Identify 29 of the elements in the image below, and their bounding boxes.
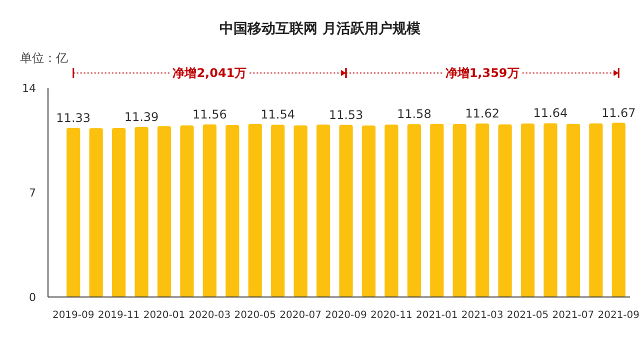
- data-label: 11.62: [465, 106, 500, 121]
- x-tick-label: 2019-09: [52, 310, 94, 321]
- y-axis-title: 单位：亿: [20, 51, 68, 65]
- x-tick-label: 2020-11: [370, 310, 412, 321]
- chart-title: 中国移动互联网 月活跃用户规模: [220, 20, 422, 37]
- y-tick-label: 0: [29, 291, 36, 304]
- x-tick-label: 2021-05: [506, 310, 549, 321]
- x-tick-label: 2021-03: [461, 310, 504, 321]
- text: 净增1,359万: [445, 66, 520, 80]
- x-tick-label: 2019-11: [98, 310, 140, 321]
- x-tick-label: 2020-07: [280, 310, 322, 321]
- data-label: 11.53: [328, 108, 364, 122]
- x-tick-label: 2020-01: [143, 310, 186, 321]
- text: 净增2,041万: [172, 66, 247, 80]
- y-tick-label: 14: [22, 82, 36, 95]
- data-label: 11.64: [533, 106, 568, 120]
- data-label: 11.58: [396, 107, 432, 122]
- x-tick-label: 2020-09: [325, 310, 367, 321]
- data-label: 11.67: [601, 106, 636, 120]
- x-tick-label: 2021-09: [598, 310, 640, 321]
- x-tick-label: 2020-05: [234, 310, 276, 321]
- data-label: 11.39: [124, 110, 159, 124]
- x-tick-label: 2021-01: [416, 310, 458, 321]
- data-label: 11.33: [56, 110, 91, 125]
- x-tick-label: 2020-03: [188, 310, 231, 321]
- x-tick-label: 2021-07: [552, 310, 594, 321]
- y-tick-label: 7: [29, 186, 36, 200]
- data-label: 11.54: [260, 108, 296, 122]
- data-label: 11.56: [192, 107, 227, 122]
